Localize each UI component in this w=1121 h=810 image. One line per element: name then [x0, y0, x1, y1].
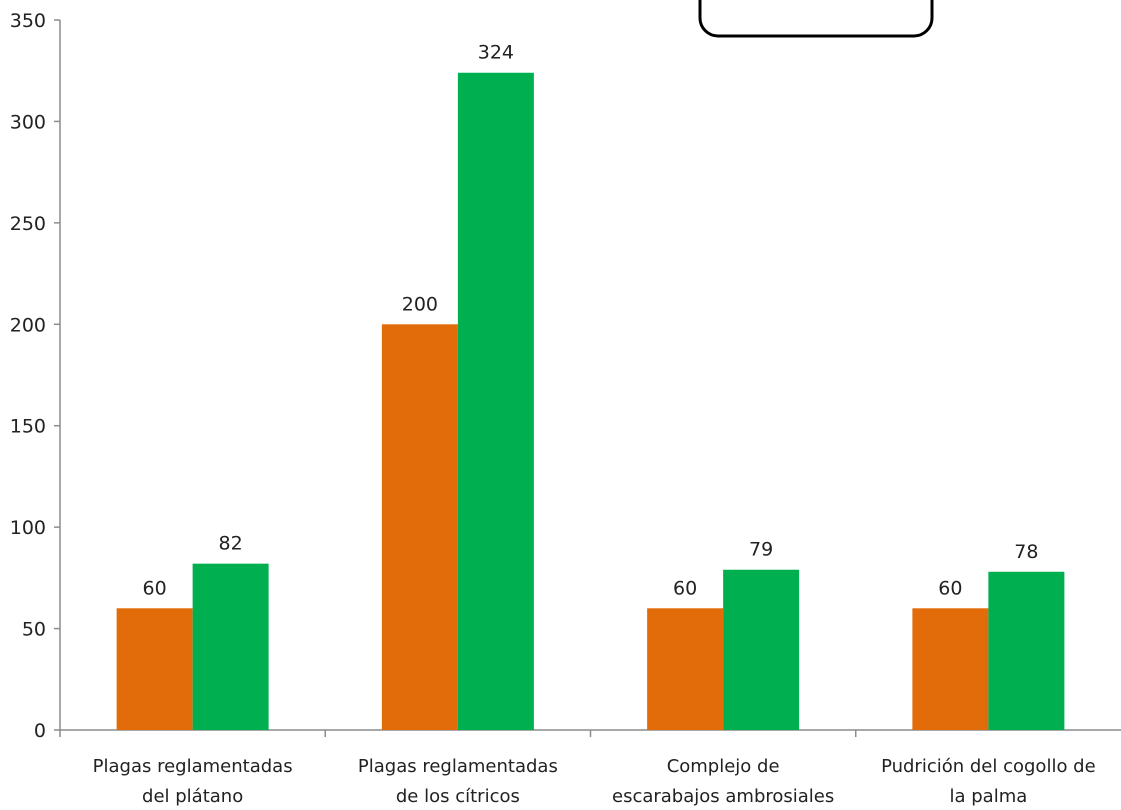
data-label: 60: [938, 577, 962, 599]
y-tick-label: 350: [10, 10, 46, 32]
data-label: 60: [673, 577, 697, 599]
y-tick-label: 100: [10, 517, 46, 539]
data-label: 79: [749, 539, 773, 561]
category-label-line: Pudrición del cogollo de: [881, 756, 1096, 777]
category-label-line: Plagas reglamentadas: [93, 756, 293, 777]
data-label: 324: [478, 42, 514, 64]
y-tick-label: 150: [10, 416, 46, 438]
y-tick-label: 250: [10, 213, 46, 235]
data-label: 60: [143, 577, 167, 599]
category-label: Plagas reglamentadas del plátano: [93, 756, 293, 807]
category-label-line: de los cítricos: [396, 786, 520, 807]
y-tick-label: 50: [22, 619, 46, 641]
y-tick-label: 0: [34, 720, 46, 742]
data-label: 78: [1014, 541, 1038, 563]
category-label-line: Plagas reglamentadas: [358, 756, 558, 777]
category-label-line: Complejo de: [667, 756, 780, 777]
category-label-line: del plátano: [142, 786, 243, 807]
category-label: Pudrición del cogollo de la palma: [881, 756, 1096, 807]
category-label-line: escarabajos ambrosiales: [612, 786, 834, 807]
data-label: 82: [219, 533, 243, 555]
y-tick-label: 200: [10, 314, 46, 336]
bar: [912, 608, 989, 730]
bar: [381, 324, 458, 730]
bar: [192, 563, 269, 730]
data-label: 200: [402, 293, 438, 315]
bar: [116, 608, 193, 730]
category-label-line: la palma: [949, 786, 1027, 807]
category-label: Complejo de escarabajos ambrosiales: [612, 756, 834, 807]
y-tick-label: 300: [10, 111, 46, 133]
bar: [723, 569, 800, 730]
category-label: Plagas reglamentadas de los cítricos: [358, 756, 558, 807]
bar: [647, 608, 724, 730]
legend-box: [698, 0, 934, 38]
bar: [988, 571, 1065, 730]
bar: [457, 72, 534, 730]
